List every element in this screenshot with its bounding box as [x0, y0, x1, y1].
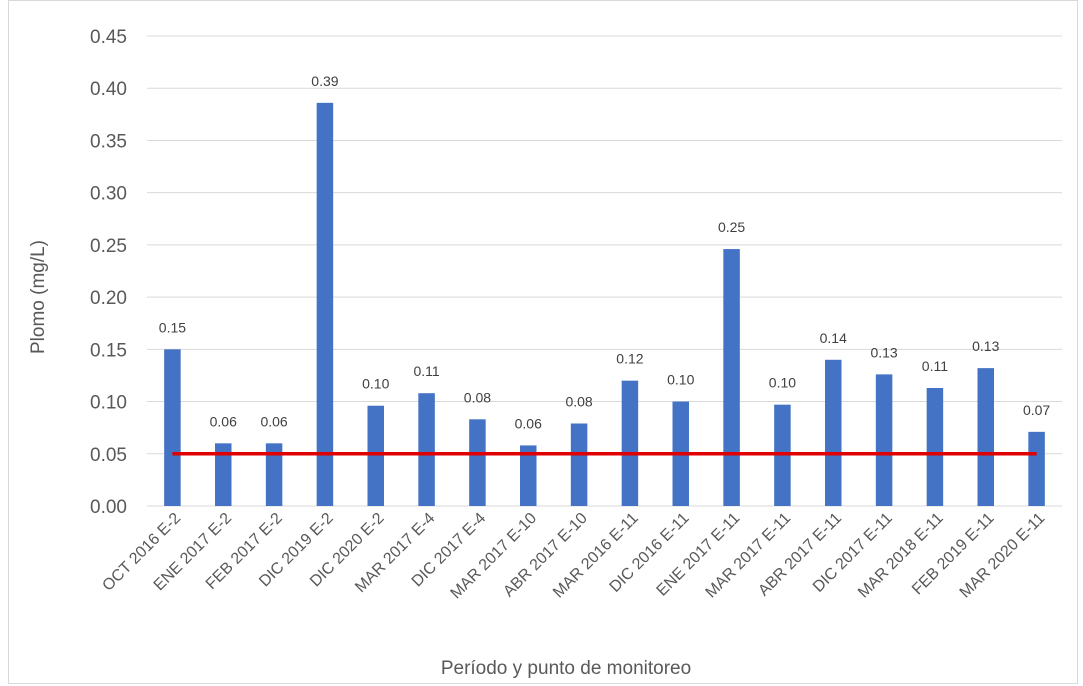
y-tick-label: 0.30 [90, 184, 127, 205]
y-tick-label: 0.05 [90, 445, 127, 466]
data-label: 0.06 [260, 413, 287, 429]
gridlines [147, 35, 1062, 507]
bar [875, 374, 893, 506]
bar [316, 102, 334, 506]
bar [520, 445, 537, 506]
bar [164, 349, 181, 506]
y-tick-label: 0.25 [90, 236, 127, 257]
y-tick-label: 0.35 [90, 131, 127, 152]
data-label: 0.11 [922, 358, 948, 374]
bar [469, 419, 486, 506]
y-tick-label: 0.40 [90, 79, 127, 100]
data-label: 0.11 [413, 363, 439, 379]
bar [215, 443, 232, 506]
data-label: 0.08 [565, 393, 592, 409]
data-label: 0.06 [515, 415, 542, 431]
data-label: 0.10 [769, 375, 796, 391]
chart-frame [8, 0, 1078, 684]
bar [825, 359, 842, 506]
bar [723, 249, 740, 507]
data-label: 0.15 [159, 319, 186, 335]
bar [570, 423, 588, 506]
data-label: 0.06 [210, 413, 237, 429]
data-label: 0.10 [362, 376, 389, 392]
y-tick-label: 0.00 [90, 497, 127, 518]
data-label: 0.14 [820, 330, 847, 346]
data-label: 0.08 [464, 389, 491, 405]
bar [1028, 431, 1045, 506]
x-axis-title: Período y punto de monitoreo [441, 658, 691, 679]
y-tick-label: 0.20 [90, 288, 127, 309]
data-labels: 0.15 0.06 0.06 0.39 0.10 0.11 0.08 0.06 0.08 0.12… [159, 73, 1051, 432]
x-tick-label: MAR 2017 E-10 [448, 510, 541, 603]
y-tick-label: 0.10 [90, 393, 127, 414]
data-label: 0.07 [1023, 402, 1050, 418]
bar [367, 405, 384, 506]
y-axis-ticks: 0.00 0.05 0.10 0.15 0.20 0.25 0.30 0.35 0.40 0.45 [90, 27, 127, 518]
bar [621, 380, 639, 506]
data-label: 0.39 [311, 73, 338, 89]
y-tick-label: 0.15 [90, 340, 127, 361]
bar [977, 368, 994, 506]
data-label: 0.12 [616, 351, 643, 367]
data-label: 0.25 [718, 219, 745, 235]
y-tick-label: 0.45 [90, 27, 127, 48]
data-label: 0.13 [870, 344, 897, 360]
y-axis-title: Plomo (mg/L) [28, 240, 49, 354]
bar [418, 393, 435, 506]
bar [265, 443, 283, 506]
data-label: 0.10 [667, 372, 694, 388]
bar [926, 387, 944, 506]
bars [164, 102, 1045, 507]
data-label: 0.13 [972, 338, 999, 354]
